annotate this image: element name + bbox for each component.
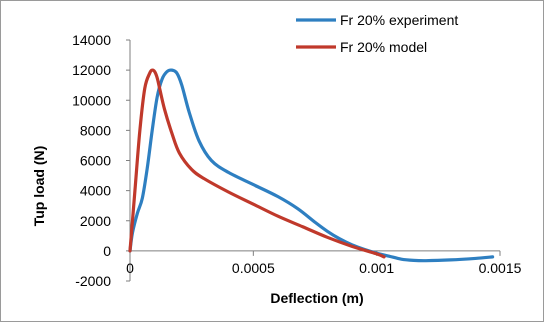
x-axis-ticks: 0 0.0005 0.001 0.0015 [126, 250, 522, 276]
x-tick-label: 0.0005 [232, 260, 275, 276]
y-tick-label: 2000 [80, 213, 111, 229]
y-tick-label: 4000 [80, 183, 111, 199]
y-tick-label: -2000 [75, 273, 111, 289]
x-axis-label: Deflection (m) [270, 290, 363, 306]
y-axis-ticks: -2000 0 2000 4000 6000 8000 10000 12000 14000 [72, 32, 130, 289]
y-tick-label: 12000 [72, 62, 111, 78]
y-tick-label: 0 [103, 243, 111, 259]
legend-label-fr-20-experiment: Fr 20% experiment [340, 12, 458, 28]
y-tick-label: 8000 [80, 122, 111, 138]
y-tick-label: 14000 [72, 32, 111, 48]
y-axis-label: Tup load (N) [31, 146, 47, 227]
y-tick-label: 6000 [80, 153, 111, 169]
legend-label-fr-20-model: Fr 20% model [340, 39, 427, 55]
series-line-fr-20-experiment [128, 68, 495, 263]
x-tick-label: 0 [126, 260, 134, 276]
series-line-fr-20-model [128, 68, 386, 259]
legend: Fr 20% experiment Fr 20% model [296, 12, 458, 55]
x-tick-label: 0.0015 [479, 260, 522, 276]
series-lines [128, 68, 495, 263]
y-tick-label: 10000 [72, 92, 111, 108]
x-tick-label: 0.001 [359, 260, 394, 276]
